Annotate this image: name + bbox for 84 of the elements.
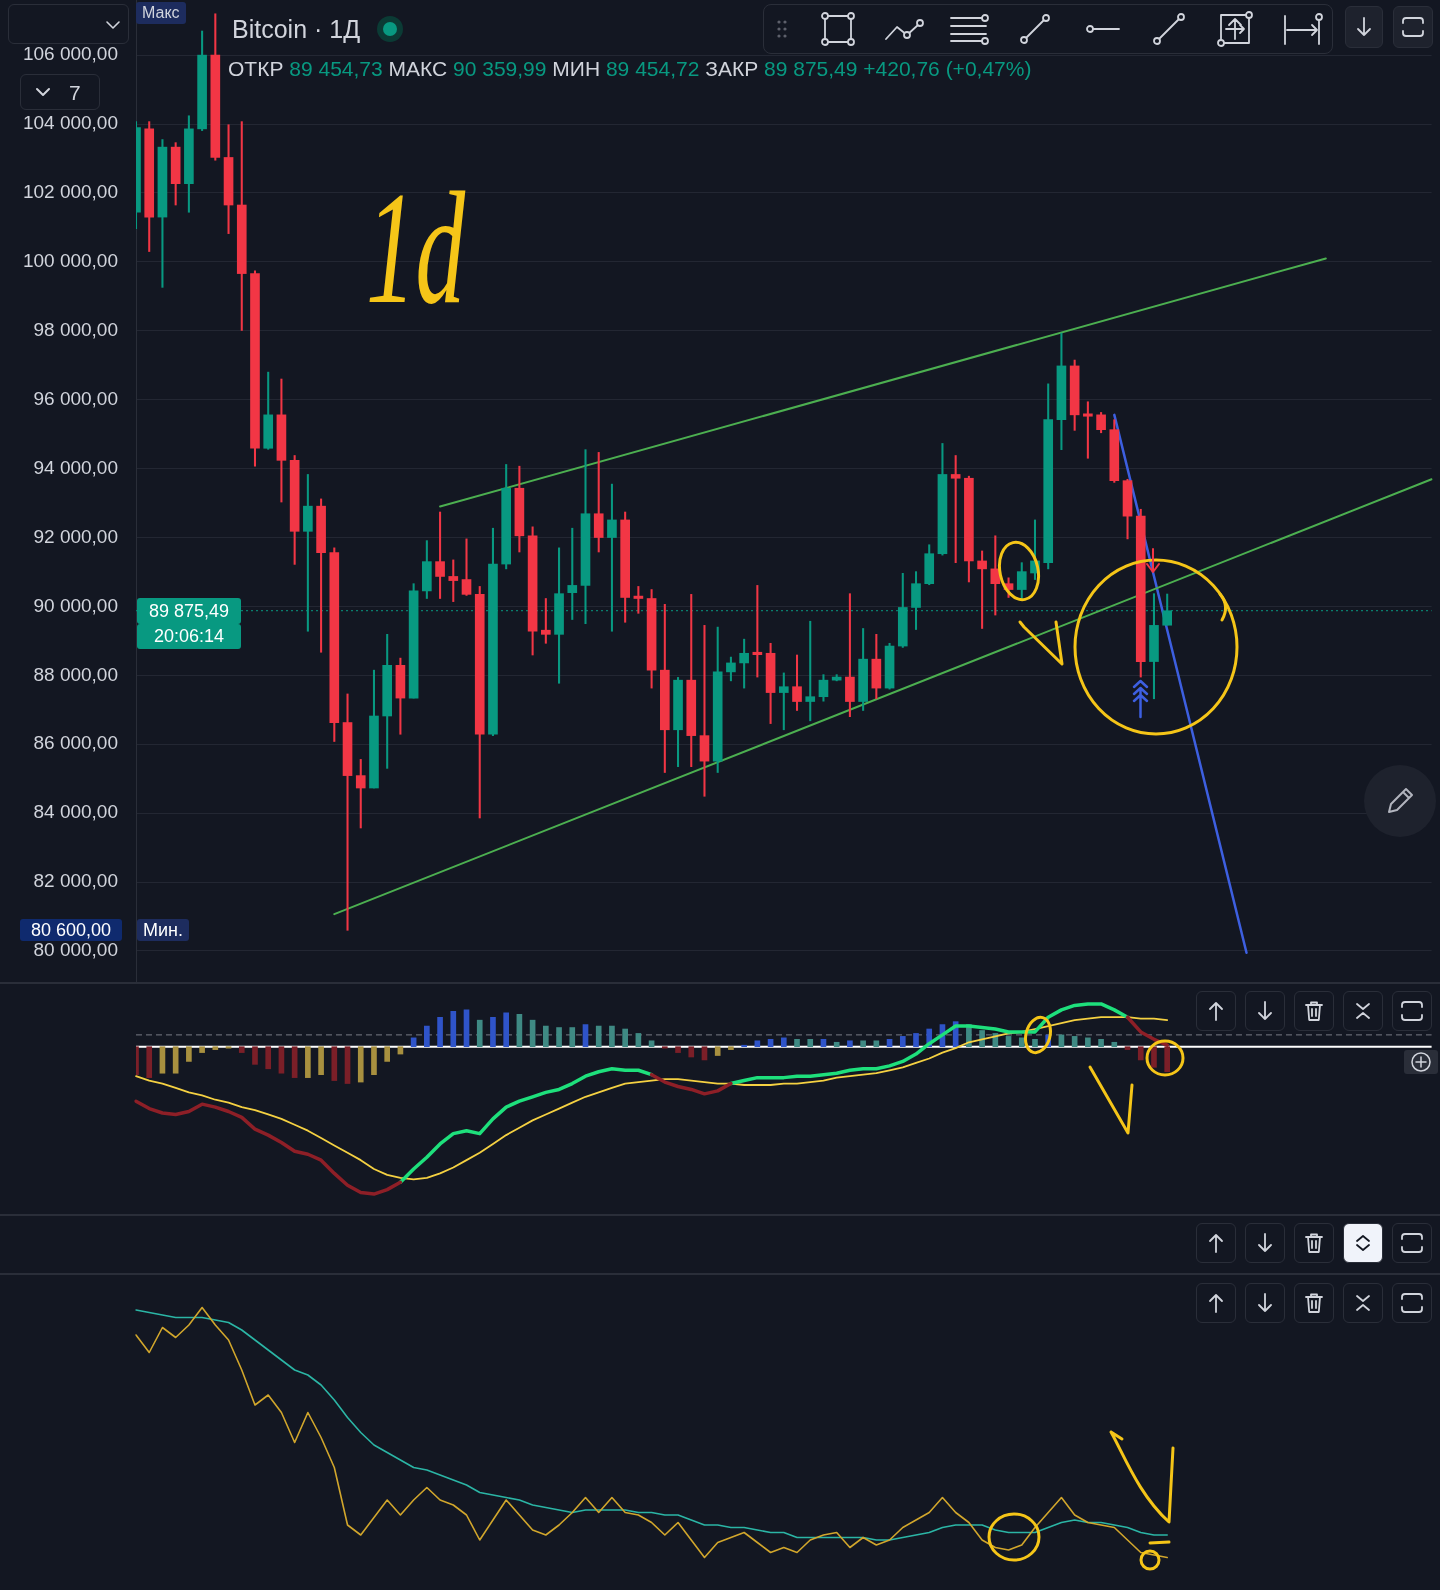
text: 80 600,00 [20,919,122,941]
y-tick-label: 84 000,00 [33,801,118,823]
bar [1098,1038,1104,1048]
bar [159,1046,166,1074]
bar [199,1046,205,1053]
bar [1111,1041,1118,1048]
bar [1137,1046,1144,1061]
bar [741,1044,747,1048]
annotation: 1d [366,159,466,337]
y-tick-label: 80 000,00 [33,939,118,961]
bar [899,1036,906,1048]
candlestick [342,693,353,931]
bar [331,1046,338,1081]
bar [913,1033,919,1048]
bar [780,1037,787,1048]
candlestick [752,585,763,678]
y-tick-label: 96 000,00 [33,387,118,409]
bar [622,1028,628,1048]
annotation: 20:06:14 [137,623,241,649]
bar [146,1046,153,1078]
candlestick [950,455,961,563]
bar [186,1046,192,1062]
bar [212,1046,219,1050]
bar [595,1025,602,1048]
y-tick-label: 104 000,00 [22,112,118,134]
y-tick-label: 86 000,00 [33,732,118,754]
bar [238,1046,245,1053]
annotation: Мин. [137,919,189,941]
y-tick-label: 82 000,00 [33,870,118,892]
bar [437,1016,443,1048]
bar [357,1046,364,1083]
candlestick [461,538,472,596]
toggle-button: 7 [20,74,100,110]
bar [754,1040,761,1048]
bar [278,1046,285,1074]
bar [252,1046,258,1065]
y-tick-label: 94 000,00 [33,456,118,478]
bar [371,1046,377,1076]
bar [714,1046,721,1056]
bar [569,1027,576,1048]
bar [476,1019,483,1048]
bar [1151,1046,1157,1068]
bar [556,1027,562,1048]
bar [675,1046,681,1053]
bar [833,1041,840,1048]
bar [1032,1038,1038,1048]
bar [688,1046,695,1058]
y-tick-label: 100 000,00 [22,250,118,272]
bar [728,1046,734,1050]
y-tick-label: 106 000,00 [22,43,118,65]
y-tick-label: 102 000,00 [22,181,118,203]
bar [609,1025,615,1048]
bar [490,1016,496,1048]
bar [450,1011,457,1048]
bar [873,1040,880,1048]
bar [1124,1046,1131,1050]
candlestick [1083,401,1093,459]
bar [794,1038,800,1048]
bar [1085,1037,1091,1048]
y-tick-label: 92 000,00 [33,525,118,547]
candlestick [805,620,816,722]
y-tick-label: 88 000,00 [33,663,118,685]
candlestick [699,625,710,797]
bar [172,1046,179,1074]
bar [305,1046,311,1078]
bar [424,1025,430,1048]
bar [661,1046,668,1049]
bar [318,1046,324,1076]
bar [265,1046,272,1070]
bar [847,1040,853,1048]
text: ОТКР 89 454,73 МАКС 90 359,99 МИН 89 454,72 ЗАКР 89 875,49 +420,76 (+0,47%) [228,57,1032,80]
bar [860,1040,866,1048]
bar [344,1046,351,1084]
ref-line-label: 89 875,49 [137,597,241,624]
y-tick-label: 98 000,00 [33,319,118,341]
bar [543,1025,549,1048]
bar [648,1040,655,1048]
bar [1164,1046,1171,1073]
annotation: Макс [136,2,186,24]
text: Bitcoin · 1Д [232,14,361,44]
bar [384,1046,391,1062]
bar [807,1038,814,1048]
y-tick-label: 90 000,00 [33,594,118,616]
bar [503,1012,509,1048]
